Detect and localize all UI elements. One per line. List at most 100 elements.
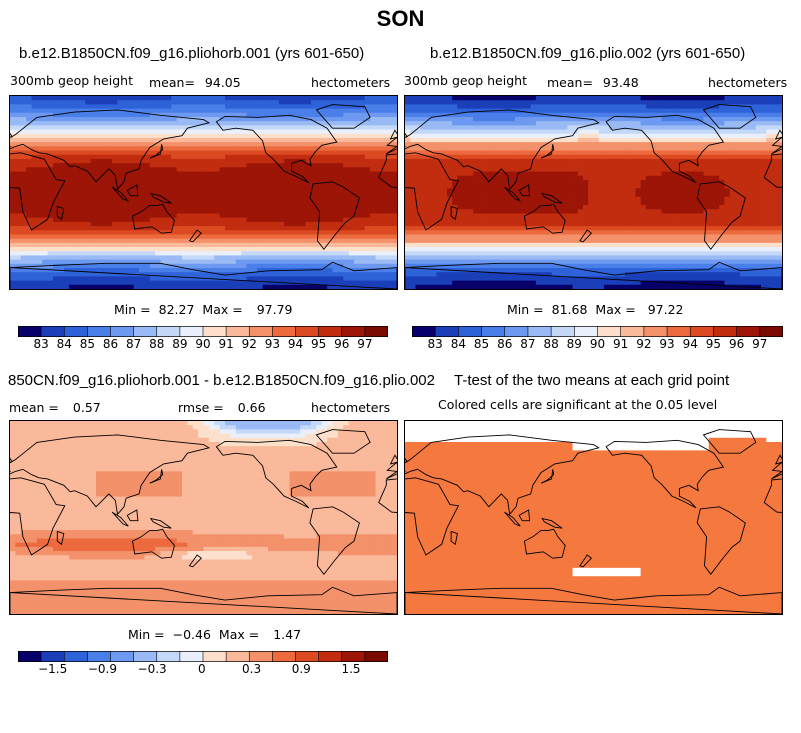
map-grid-cell [69,272,75,277]
map-grid-cell [386,263,393,269]
map-grid-cell [182,200,188,206]
map-grid-cell [219,116,226,122]
map-grid-cell [635,167,642,172]
map-grid-cell [734,150,741,156]
map-grid-cell [541,167,547,172]
map-grid-cell [203,188,210,193]
map-grid-cell [47,163,54,168]
map-grid-cell [171,179,178,185]
map-grid-cell [251,284,258,289]
map-grid-cell [380,259,387,265]
map-grid-cell [504,104,511,109]
map-grid-cell [300,272,307,277]
map-grid-cell [90,209,97,214]
map-grid-cell [603,133,610,139]
map-grid-cell [144,242,151,248]
map-grid-cell [139,96,145,101]
map-grid-cell [219,163,226,168]
map-grid-cell [257,213,264,219]
map-grid-cell [645,171,652,177]
map-grid-cell [535,108,542,114]
map-grid-cell [391,209,397,214]
map-grid-cell [415,158,422,164]
map-grid-cell [391,263,397,269]
map-grid-cell [42,121,49,126]
map-grid-cell [10,146,16,151]
map-grid-cell [364,108,371,114]
panel2-mean-label: mean= [547,75,593,90]
map-grid-cell [745,129,751,135]
map-grid-cell [370,133,376,139]
map-grid-cell [415,133,422,139]
map-grid-cell [734,171,741,177]
map-grid-cell [235,234,242,240]
map-grid-cell [187,142,194,147]
map-grid-cell [42,259,49,265]
map-grid-cell [750,154,757,160]
map-grid-cell [128,121,135,126]
map-grid-cell [278,125,285,130]
map-grid-cell [530,158,537,164]
map-grid-cell [375,221,382,227]
map-grid-cell [149,171,156,177]
map-grid-cell [149,112,156,118]
map-grid-cell [354,272,360,277]
map-grid-cell [603,167,610,172]
map-grid-cell [370,129,376,135]
map-grid-cell [165,150,172,156]
map-grid-cell [192,129,199,135]
map-grid-cell [713,137,720,143]
map-grid-cell [58,100,65,105]
map-grid-cell [96,179,102,185]
map-grid-cell [724,104,731,109]
map-grid-cell [69,205,75,210]
map-grid-cell [192,154,199,160]
map-grid-cell [337,137,344,143]
map-grid-cell [74,251,81,256]
map-grid-cell [311,150,317,156]
map-grid-cell [203,146,210,151]
map-grid-cell [386,234,393,240]
map-grid-cell [645,133,652,139]
map-grid-cell [598,158,605,164]
map-grid-cell [698,179,704,185]
map-grid-cell [117,209,124,214]
map-grid-cell [235,116,242,122]
map-grid-cell [63,108,70,114]
map-grid-cell [425,112,432,118]
map-grid-cell [719,108,725,114]
map-grid-cell [391,284,397,289]
map-grid-cell [703,171,710,177]
map-grid-cell [10,259,16,265]
map-grid-cell [354,230,360,235]
map-grid-cell [499,121,505,126]
map-grid-cell [294,226,301,231]
map-grid-cell [672,116,678,122]
map-grid-cell [90,158,97,164]
map-grid-cell [343,209,350,214]
map-grid-cell [15,158,22,164]
map-grid-cell [391,280,397,286]
map-grid-cell [69,142,75,147]
map-grid-cell [117,188,124,193]
map-grid-cell [651,163,657,168]
panel1-title: b.e12.B1850CN.f09_g16.pliohorb.001 (yrs … [19,45,365,62]
map-grid-cell [10,242,16,248]
map-grid-cell [74,146,81,151]
map-grid-cell [321,284,328,289]
map-grid-cell [348,100,355,105]
map-grid-cell [176,154,183,160]
map-grid-cell [241,121,247,126]
map-grid-cell [79,209,86,214]
map-grid-cell [79,96,86,101]
map-grid-cell [208,234,215,240]
map-grid-cell [327,230,333,235]
map-grid-cell [682,154,689,160]
map-grid-cell [101,129,108,135]
map-grid-cell [316,238,323,244]
map-grid-cell [348,121,355,126]
map-grid-cell [640,154,647,160]
map-grid-cell [391,242,397,248]
map-grid-cell [494,137,500,143]
map-grid-cell [176,217,183,223]
